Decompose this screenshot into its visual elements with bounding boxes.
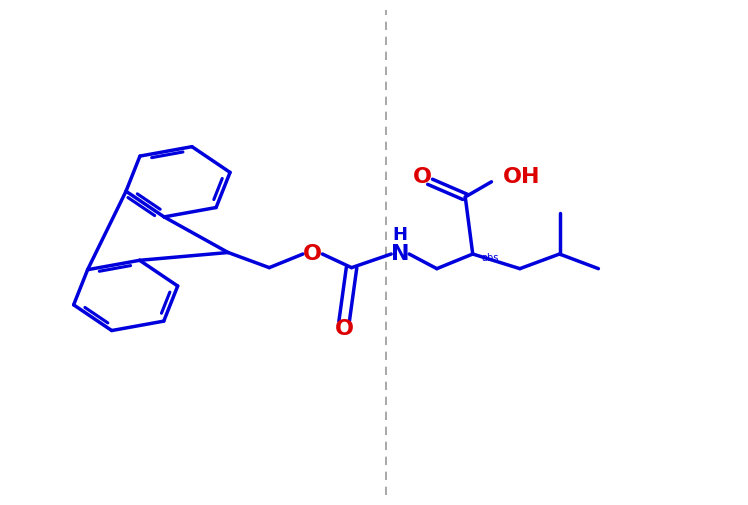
Text: abs: abs (482, 253, 499, 263)
Text: OH: OH (503, 167, 540, 187)
Text: O: O (413, 167, 432, 187)
Text: O: O (334, 319, 354, 339)
Text: H: H (393, 226, 408, 244)
Text: O: O (303, 244, 322, 264)
Text: N: N (391, 244, 409, 264)
